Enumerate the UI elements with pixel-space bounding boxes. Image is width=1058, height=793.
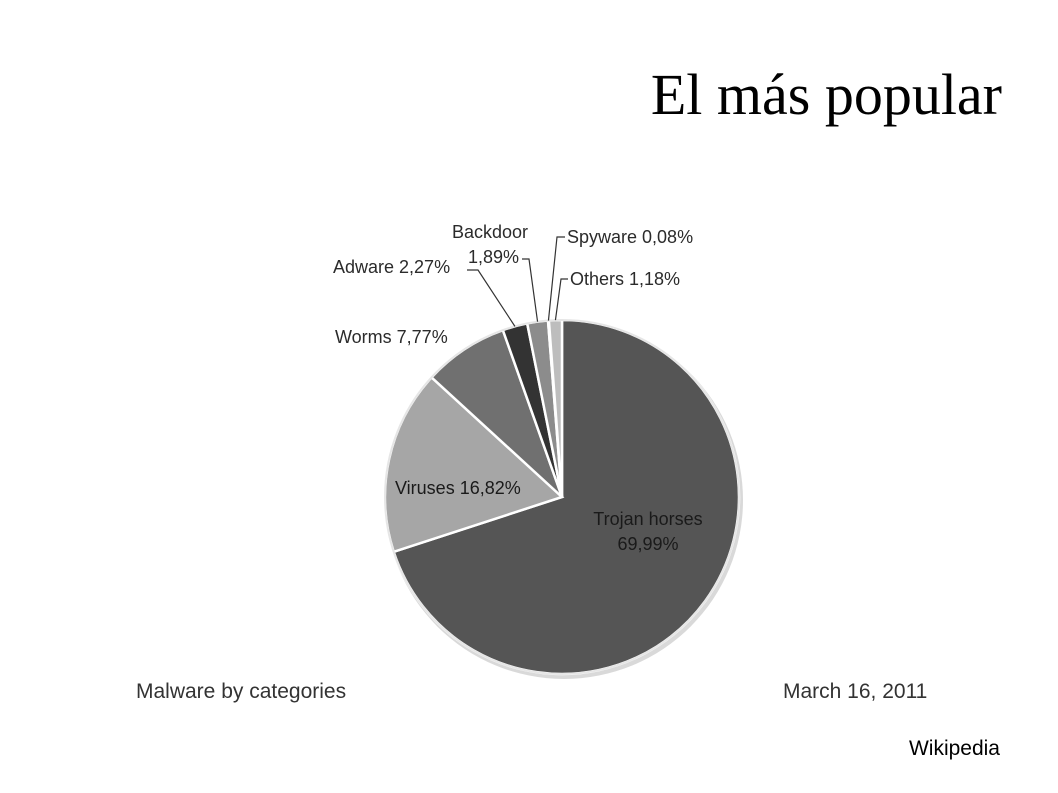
data-label-trojan-horses-value: 69,99% (617, 534, 678, 554)
leader-line-backdoor (522, 258, 539, 322)
data-label-backdoor-value: 1,89% (468, 247, 519, 267)
data-label-adware: Adware 2,27% (333, 257, 450, 277)
data-label-others: Others 1,18% (570, 269, 680, 289)
leader-line-others (554, 278, 568, 321)
chart-date: March 16, 2011 (783, 680, 928, 703)
pie-outline (384, 319, 740, 675)
leader-line-spyware (547, 236, 565, 321)
data-label-worms: Worms 7,77% (335, 327, 448, 347)
data-label-spyware: Spyware 0,08% (567, 227, 693, 247)
slide-title: El más popular (650, 62, 1002, 127)
data-label-trojan-horses-name: Trojan horses (593, 509, 702, 529)
source-credit: Wikipedia (908, 737, 1000, 760)
chart-caption: Malware by categories (136, 680, 347, 703)
data-label-viruses: Viruses 16,82% (395, 478, 521, 498)
data-label-backdoor-name: Backdoor (452, 222, 528, 242)
leader-line-adware (467, 269, 516, 327)
